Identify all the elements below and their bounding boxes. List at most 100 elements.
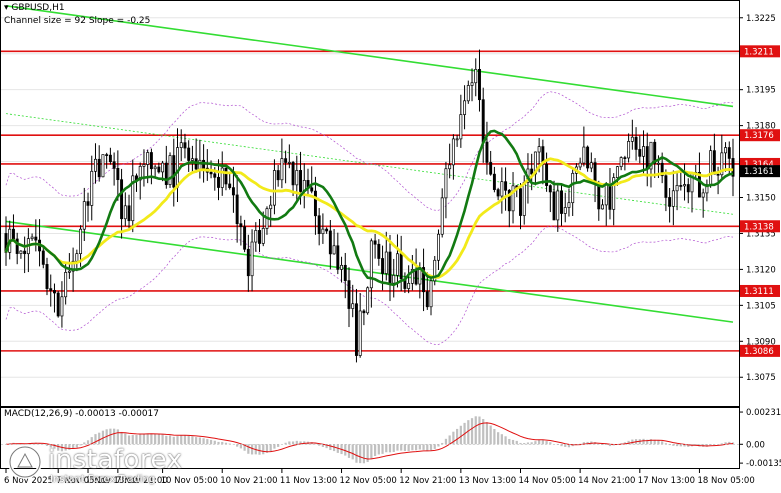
candle-body — [671, 190, 675, 207]
y-tick-label: 1.3195 — [746, 86, 776, 96]
y-tick-label: 1.3135 — [746, 229, 776, 239]
candle-body — [224, 167, 228, 185]
candle-body — [250, 241, 254, 277]
candle-body — [582, 146, 586, 164]
candle-body — [272, 170, 276, 206]
candle-body — [19, 250, 23, 254]
level-price-label: 1.3176 — [744, 131, 774, 141]
candle-body — [280, 158, 284, 181]
macd-label: MACD(12,26,9) -0.00013 -0.00017 — [4, 409, 160, 419]
candle-body — [190, 158, 194, 161]
candle-body — [407, 282, 411, 289]
envelope-upper-line — [5, 91, 734, 211]
candle-body — [571, 172, 575, 204]
candle-body — [567, 202, 571, 208]
x-tick-label: 13 Nov 13:00 — [459, 476, 516, 486]
candle-body — [381, 258, 385, 274]
candle-body — [254, 230, 258, 243]
candle-body — [220, 167, 224, 188]
candle-body — [97, 158, 101, 178]
candle-body — [366, 287, 370, 314]
level-price-box — [740, 344, 780, 357]
candle-body — [161, 162, 165, 173]
candle-body — [340, 264, 344, 270]
x-tick-label: 10 Nov 21:00 — [220, 476, 277, 486]
candle-body — [630, 136, 634, 142]
candle-body — [213, 173, 217, 178]
candle-body — [373, 240, 377, 245]
channel-info: Channel size = 92 Slope = -0.25 — [4, 16, 151, 26]
candle-body — [49, 288, 53, 291]
candle-body — [358, 310, 362, 356]
candle-body — [511, 185, 515, 212]
candle-body — [519, 188, 522, 216]
candle-body — [209, 171, 213, 175]
candle-body — [683, 184, 686, 187]
candle-body — [537, 146, 541, 153]
candle-body — [470, 82, 474, 86]
channel-lower-line — [5, 220, 734, 323]
candle-body — [474, 68, 478, 84]
candle-body — [492, 173, 496, 190]
candle-body — [64, 272, 68, 298]
x-tick-label: 12 Nov 21:00 — [399, 476, 456, 486]
candle-body — [459, 114, 463, 140]
candle-body — [34, 236, 38, 241]
candle-body — [686, 184, 690, 193]
candle-body — [30, 236, 34, 240]
candle-body — [243, 226, 247, 250]
dropdown-triangle-icon[interactable]: ▾ — [4, 3, 9, 13]
candle-body — [500, 181, 504, 197]
y-tick-label: 1.3180 — [746, 122, 776, 132]
candle-body — [172, 155, 176, 188]
candle-body — [101, 154, 105, 178]
level-price-box — [740, 45, 780, 58]
candle-body — [615, 166, 619, 178]
candle-body — [276, 170, 280, 181]
candle-body — [351, 303, 355, 309]
y-tick-label: 1.3150 — [746, 194, 776, 204]
candle-body — [414, 269, 418, 285]
candle-body — [504, 181, 508, 191]
candle-body — [530, 168, 534, 175]
candle-body — [712, 150, 716, 175]
candle-body — [138, 165, 142, 181]
candle-body — [668, 197, 672, 207]
x-tick-label: 7 Nov 21:00 — [116, 476, 168, 486]
candle-body — [183, 142, 187, 149]
candle-body — [86, 201, 90, 206]
x-tick-label: 14 Nov 05:00 — [518, 476, 575, 486]
candle-body — [142, 164, 146, 167]
symbol-label: GBPUSD,H1 — [11, 3, 65, 13]
candle-body — [496, 189, 500, 197]
candle-body — [395, 253, 399, 276]
y-tick-label: 1.3090 — [746, 337, 776, 347]
candle-body — [120, 179, 124, 220]
candle-body — [608, 184, 612, 210]
candle-body — [466, 85, 470, 102]
candle-body — [71, 260, 75, 272]
candle-body — [94, 158, 97, 172]
candle-body — [179, 142, 183, 148]
level-price-label: 1.3086 — [744, 347, 774, 357]
candle-body — [619, 157, 623, 167]
candle-body — [347, 280, 351, 309]
candle-body — [645, 146, 649, 170]
main-panel-frame — [0, 0, 740, 407]
candle-body — [79, 228, 83, 255]
candle-body — [560, 190, 563, 214]
candle-body — [425, 291, 429, 308]
candle-body — [377, 243, 381, 259]
logo-wordmark: instaforex — [48, 445, 183, 475]
candle-body — [53, 290, 56, 294]
level-price-box — [740, 129, 780, 142]
candle-body — [444, 168, 448, 199]
candle-body — [724, 147, 728, 154]
candle-body — [552, 191, 556, 221]
candle-body — [354, 303, 358, 356]
current-price-box — [740, 165, 780, 178]
candle-body — [593, 162, 597, 184]
candle-body — [127, 205, 131, 222]
candle-body — [627, 141, 631, 159]
